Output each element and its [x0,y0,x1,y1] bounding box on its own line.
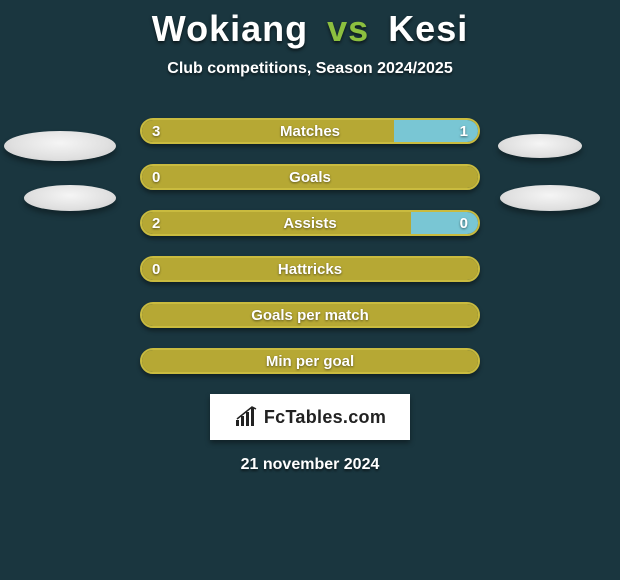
stat-bar-left [142,350,478,372]
stat-row: Matches31 [140,118,480,144]
title-player1: Wokiang [152,8,308,49]
stat-bar-left [142,258,478,280]
stat-bar-left [142,166,478,188]
title-vs: vs [327,8,369,49]
stat-bar-left [142,120,394,142]
subtitle: Club competitions, Season 2024/2025 [0,60,620,78]
stat-row: Goals per match [140,302,480,328]
brand-text: FcTables.com [264,407,386,428]
stat-row: Assists20 [140,210,480,236]
right-avatar-ellipse [498,134,582,158]
stat-bar-right [394,120,478,142]
left-avatar-ellipse [24,185,116,211]
stat-row: Goals0 [140,164,480,190]
brand-chart-icon [234,406,260,428]
stat-row: Hattricks0 [140,256,480,282]
stat-bar-left [142,304,478,326]
stat-bar-left [142,212,411,234]
brand-badge: FcTables.com [210,394,410,440]
stat-row: Min per goal [140,348,480,374]
date-line: 21 november 2024 [0,456,620,474]
page-title: Wokiang vs Kesi [0,8,620,50]
stat-bar-right [411,212,478,234]
right-avatar-ellipse [500,185,600,211]
left-avatar-ellipse [4,131,116,161]
title-player2: Kesi [388,8,468,49]
